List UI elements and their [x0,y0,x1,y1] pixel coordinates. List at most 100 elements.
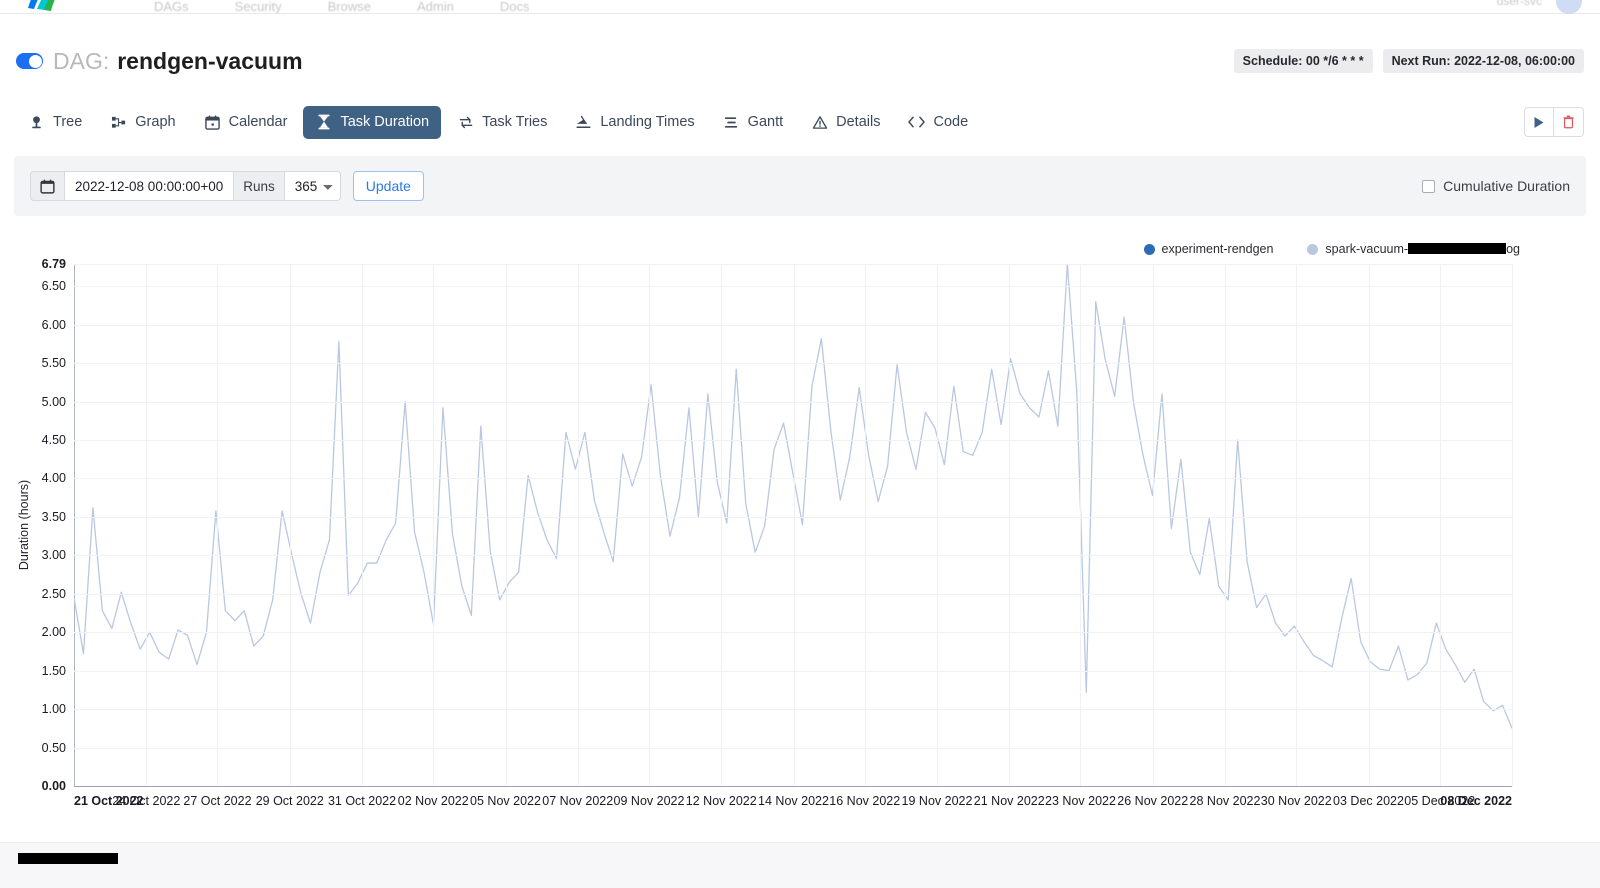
tab-label: Code [933,114,969,130]
trash-icon [1563,115,1574,129]
tab-label: Details [836,114,881,130]
gridline-vertical [1225,264,1226,786]
gridline-vertical [864,264,866,786]
x-axis-tick: 26 Nov 2022 [1117,794,1189,808]
x-axis-tick: 27 Oct 2022 [183,794,252,808]
nav-item-security[interactable]: Security [234,1,282,13]
gridline-horizontal [74,478,1512,480]
nav-item-docs[interactable]: Docs [499,1,530,13]
gridline-horizontal [74,747,1512,749]
x-axis-tick: 08 Dec 2022 [1440,794,1512,808]
y-axis-tick: 2.50 [41,586,66,601]
nav-item-browse[interactable]: Browse [327,1,371,13]
chart-plot-area[interactable]: 6.79 6.50 6.00 5.50 5.00 4.50 4.00 3.50 3.00 2.50… [42,257,1513,793]
tab-tree[interactable]: Tree [16,106,94,139]
gridline-vertical [793,264,795,786]
tab-label: Task Duration [340,114,430,130]
gridline-vertical [362,264,363,786]
tab-gantt[interactable]: Gantt [711,106,795,139]
cumulative-duration-checkbox[interactable] [1422,179,1436,193]
series-line-1 [74,264,1512,728]
y-axis-tick: 0.00 [41,779,66,793]
tab-label: Calendar [228,114,288,130]
landing-icon [575,114,592,131]
y-axis-tick: 1.50 [41,663,66,678]
details-icon [811,114,828,131]
runs-label: Runs [234,171,285,201]
x-axis-tick: 21 Nov 2022 [973,794,1045,808]
nav-item-admin[interactable]: Admin [417,1,454,13]
x-axis-tick: 19 Nov 2022 [901,794,973,808]
gridline-horizontal [74,440,1512,442]
gridline-vertical [1368,264,1370,786]
y-axis-tick: 6.50 [41,279,66,294]
delete-dag-button[interactable] [1554,107,1584,137]
nav-item-dags[interactable]: DAGs [154,1,189,13]
x-axis-tick: 05 Nov 2022 [470,794,541,808]
gridline-vertical [1512,264,1513,786]
redaction-bar [18,853,118,864]
gridline-vertical [146,264,148,786]
avatar[interactable] [1556,0,1582,14]
base-date-input[interactable]: 2022-12-08 00:00:00+00 [65,171,235,201]
runs-select[interactable]: 52550100365 [284,171,341,201]
y-axis-tick: 5.00 [41,394,66,409]
x-axis-tick: 21 Oct 2022 [74,794,144,808]
dag-pause-toggle[interactable] [16,53,43,69]
tab-task-tries[interactable]: Task Tries [445,106,559,139]
code-icon [908,114,926,131]
y-axis-tick: 6.00 [41,317,66,332]
y-axis-tick: 5.50 [41,356,66,371]
retry-icon [457,114,474,131]
x-axis-tick: 14 Nov 2022 [758,794,829,808]
x-axis-tick: 28 Nov 2022 [1189,794,1261,808]
gridline-vertical [433,264,435,786]
task-duration-chart: experiment-rendgen spark-vacuum-og Durat… [0,232,1600,832]
x-axis-tick: 09 Nov 2022 [613,794,685,808]
y-axis-line [74,264,75,786]
cumulative-duration-label: Cumulative Duration [1443,178,1570,194]
tab-details[interactable]: Details [799,106,892,139]
legend-item-experiment-rendgen[interactable]: experiment-rendgen [1143,242,1273,256]
gridline-vertical [1439,264,1441,786]
x-axis-line [74,786,1512,787]
x-axis-tick: 07 Nov 2022 [542,794,614,808]
gridline-vertical [289,264,291,786]
gridline-horizontal [74,555,1512,557]
y-axis-tick: 4.50 [41,433,66,448]
calendar-icon[interactable] [30,171,65,201]
tab-graph[interactable]: Graph [98,106,187,139]
gridline-vertical [937,264,938,786]
tab-code[interactable]: Code [896,106,980,139]
y-axis-tick: 3.50 [41,509,66,524]
global-nav-right: user-svc [1497,0,1582,14]
hourglass-icon [315,114,332,131]
tab-calendar[interactable]: Calendar [192,106,300,139]
gridline-vertical [1009,264,1011,786]
gridline-horizontal [74,593,1512,595]
legend-label-prefix: spark-vacuum- [1325,242,1409,256]
base-date-group: 2022-12-08 00:00:00+00 Runs 52550100365 [30,171,341,201]
calendar-icon [204,114,221,131]
update-button[interactable]: Update [352,171,424,201]
tab-label: Task Tries [482,114,548,130]
trigger-dag-button[interactable] [1524,107,1554,137]
dag-header-pills: Schedule: 00 */6 * * * Next Run: 2022-12… [1233,49,1584,73]
y-axis-tick: 3.00 [41,548,66,563]
dag-header: DAG: rendgen-vacuum Schedule: 00 */6 * *… [0,30,1600,92]
gridline-horizontal [74,709,1512,711]
legend-label: spark-vacuum-og [1325,242,1520,256]
nav-user-label[interactable]: user-svc [1496,0,1542,8]
cumulative-duration-control[interactable]: Cumulative Duration [1422,178,1570,194]
x-axis-tick: 03 Dec 2022 [1333,794,1404,808]
tab-task-duration[interactable]: Task Duration [303,105,442,139]
gridline-vertical [1152,264,1154,786]
legend-item-spark-vacuum[interactable]: spark-vacuum-og [1307,242,1520,256]
airflow-logo-icon[interactable] [24,0,64,12]
chart-legend: experiment-rendgen spark-vacuum-og [1143,242,1520,256]
dag-label: DAG: [53,47,110,74]
gridline-horizontal [74,670,1512,672]
y-axis-tick: 6.79 [41,257,66,271]
tab-landing-times[interactable]: Landing Times [563,106,706,139]
y-axis-label: Duration (hours) [17,479,31,571]
